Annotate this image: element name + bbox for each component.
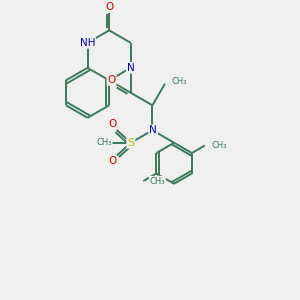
Text: CH₃: CH₃: [171, 77, 187, 86]
Text: O: O: [108, 119, 116, 130]
Text: O: O: [107, 75, 116, 85]
Text: N: N: [149, 125, 157, 135]
Text: O: O: [105, 2, 113, 11]
Text: O: O: [108, 156, 116, 166]
Text: CH₃: CH₃: [150, 176, 165, 185]
Text: N: N: [127, 63, 135, 73]
Text: NH: NH: [80, 38, 95, 48]
Text: CH₃: CH₃: [96, 138, 112, 147]
Text: CH₃: CH₃: [211, 141, 226, 150]
Text: S: S: [127, 138, 134, 148]
